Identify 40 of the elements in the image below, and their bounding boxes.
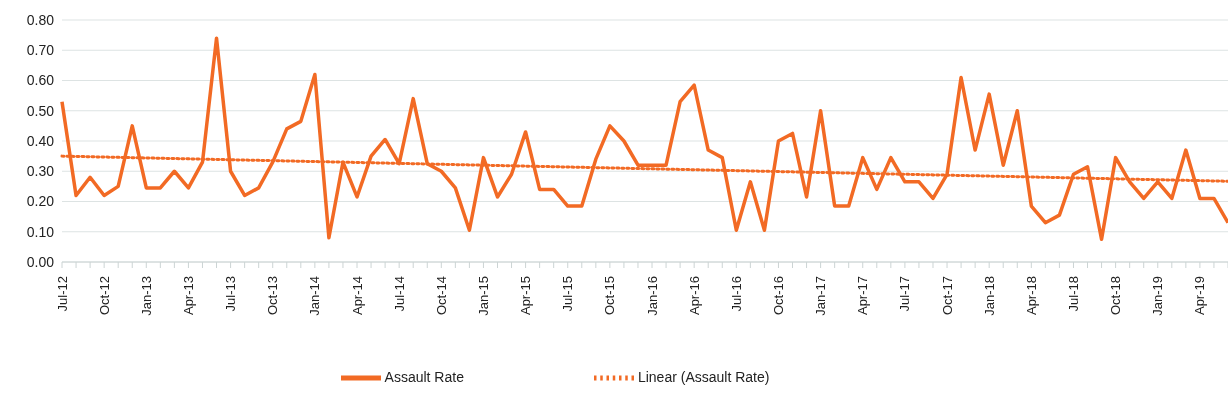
- x-tick-label: Oct-16: [771, 276, 787, 316]
- x-tick-label: Jul-13: [223, 276, 239, 312]
- legend-label: Assault Rate: [384, 368, 464, 385]
- legend-label: Linear (Assault Rate): [637, 368, 770, 385]
- x-tick-label: Jul-15: [560, 276, 576, 312]
- x-tick-label: Jul-12: [54, 276, 70, 312]
- y-tick-label: 0.20: [26, 193, 55, 210]
- x-tick-label: Apr-15: [518, 276, 534, 316]
- y-tick-label: 0.60: [26, 72, 55, 89]
- y-tick-label: 0.40: [26, 132, 55, 149]
- x-tick-label: Jul-14: [391, 276, 407, 312]
- x-tick-label: Jan-15: [476, 276, 491, 316]
- y-tick-label: 0.70: [26, 42, 55, 59]
- y-tick-label: 0.50: [26, 102, 55, 119]
- x-tick-label: Apr-16: [686, 276, 702, 316]
- x-tick-label: Jan-14: [307, 276, 323, 316]
- line-series: [60, 36, 1228, 242]
- x-tick-label: Oct-14: [433, 276, 449, 316]
- x-tick-label: Jul-18: [1066, 276, 1082, 312]
- x-tick-label: Jan-13: [138, 276, 154, 316]
- x-tick-label: Apr-13: [180, 276, 196, 316]
- x-tick-label: Jan-18: [981, 276, 997, 316]
- x-tick-label: Jul-16: [728, 276, 744, 312]
- x-tick-label: Jan-19: [1150, 276, 1166, 316]
- x-tick-label: Jul-17: [897, 276, 913, 312]
- x-tick-label: Oct-15: [602, 276, 618, 316]
- y-tick-label: 0.00: [26, 253, 55, 270]
- x-tick-label: Apr-19: [1192, 276, 1208, 316]
- y-tick-label: 0.30: [26, 163, 55, 180]
- x-tick-label: Oct-18: [1108, 276, 1124, 316]
- x-tick-label: Apr-18: [1023, 276, 1039, 316]
- x-tick-label: Oct-13: [265, 276, 281, 316]
- x-tick-label: Jan-17: [813, 276, 829, 316]
- x-tick-label: Oct-17: [939, 276, 955, 316]
- x-tick-label: Apr-17: [855, 276, 871, 316]
- x-tick-label: Apr-14: [349, 276, 365, 316]
- y-tick-label: 0.80: [26, 11, 55, 28]
- x-tick-label: Jan-16: [644, 276, 660, 316]
- x-tick-label: Oct-12: [96, 276, 112, 316]
- y-tick-label: 0.10: [26, 223, 55, 240]
